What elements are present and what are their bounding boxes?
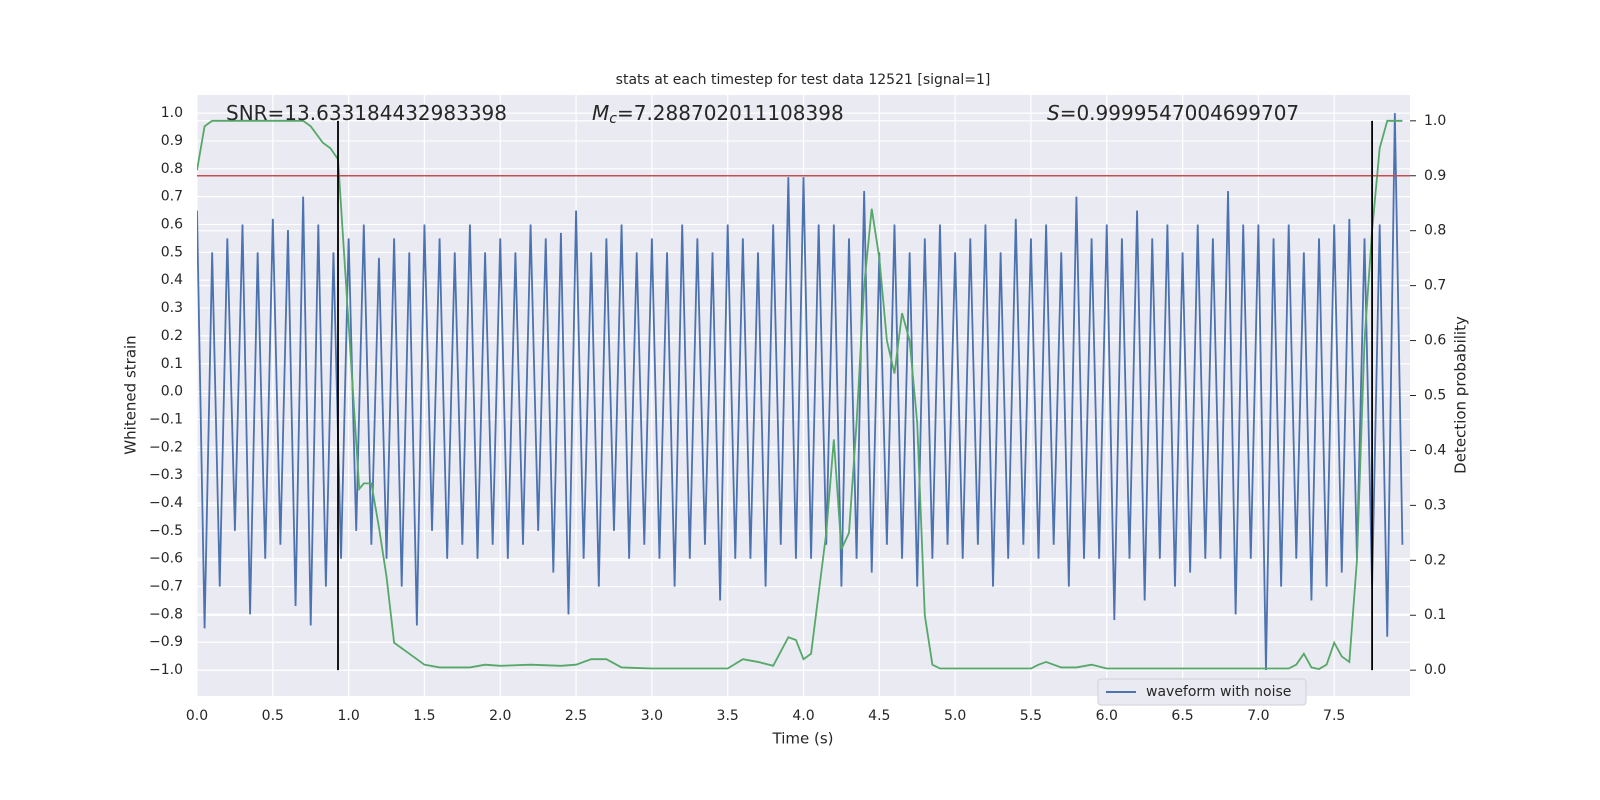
y2-tick-label: 1.0 <box>1424 113 1446 129</box>
annotation-text: =7.288702011108398 <box>617 101 844 125</box>
annotation-symbol: M <box>592 101 609 125</box>
y-tick-label: 0.7 <box>161 189 183 205</box>
x-tick-label: 4.0 <box>792 708 814 724</box>
annotation: SNR=13.633184432983398 <box>226 101 507 125</box>
y-tick-label: −0.2 <box>149 439 183 455</box>
annotation: Mc=7.288702011108398 <box>592 101 844 128</box>
y2-tick-label: 0.0 <box>1424 662 1446 678</box>
x-tick-label: 1.0 <box>337 708 359 724</box>
x-tick-label: 2.5 <box>565 708 587 724</box>
y-tick-label: −0.8 <box>149 606 183 622</box>
x-tick-label: 5.0 <box>944 708 966 724</box>
x-tick-label: 0.5 <box>262 708 284 724</box>
x-tick-label: 1.5 <box>413 708 435 724</box>
y2-tick-label: 0.7 <box>1424 278 1446 294</box>
annotation-text: SNR=13.633184432983398 <box>226 101 507 125</box>
annotation-subscript: c <box>609 111 617 127</box>
x-tick-label: 6.5 <box>1171 708 1193 724</box>
y-tick-label: 0.4 <box>161 272 183 288</box>
y2-tick-label: 0.4 <box>1424 442 1446 458</box>
x-tick-label: 0.0 <box>186 708 208 724</box>
y2-tick-label: 0.5 <box>1424 388 1446 404</box>
waveform-line <box>197 113 1404 671</box>
x-tick-label: 5.5 <box>1020 708 1042 724</box>
y2-tick-label: 0.9 <box>1424 168 1446 184</box>
y-tick-label: −0.6 <box>149 551 183 567</box>
annotation-symbol: S <box>1047 101 1060 125</box>
y2-tick-label: 0.1 <box>1424 607 1446 623</box>
y2-axis-label: Detection probability <box>1452 316 1470 474</box>
annotation-text: =0.9999547004699707 <box>1060 101 1299 125</box>
x-tick-label: 7.0 <box>1247 708 1269 724</box>
y2-tick-label: 0.3 <box>1424 497 1446 513</box>
plot-area <box>197 113 1410 671</box>
y-tick-label: −0.5 <box>149 523 183 539</box>
y-tick-label: −0.1 <box>149 411 183 427</box>
x-tick-label: 3.5 <box>717 708 739 724</box>
y-tick-label: 1.0 <box>161 105 183 121</box>
y-tick-label: 0.2 <box>161 328 183 344</box>
y-tick-label: 0.1 <box>161 356 183 372</box>
legend-label: waveform with noise <box>1146 684 1291 700</box>
y2-tick-label: 0.8 <box>1424 223 1446 239</box>
chart-title: stats at each timestep for test data 125… <box>616 72 991 88</box>
y2-tick-label: 0.2 <box>1424 552 1446 568</box>
y-tick-label: 0.9 <box>161 133 183 149</box>
y-tick-label: −1.0 <box>149 662 183 678</box>
x-tick-label: 4.5 <box>868 708 890 724</box>
y-tick-label: −0.7 <box>149 579 183 595</box>
x-tick-label: 6.0 <box>1096 708 1118 724</box>
y-axis-label: Whitened strain <box>122 335 140 454</box>
y-tick-label: 0.5 <box>161 244 183 260</box>
y-tick-label: 0.3 <box>161 300 183 316</box>
y-tick-label: −0.9 <box>149 634 183 650</box>
x-tick-label: 3.0 <box>641 708 663 724</box>
x-axis-label: Time (s) <box>772 730 834 748</box>
legend-box <box>1097 678 1307 706</box>
y-tick-label: 0.8 <box>161 161 183 177</box>
y-tick-label: 0.6 <box>161 217 183 233</box>
y-tick-label: 0.0 <box>161 384 183 400</box>
y-tick-label: −0.4 <box>149 495 183 511</box>
annotation: S=0.9999547004699707 <box>1047 101 1299 125</box>
y-tick-label: −0.3 <box>149 467 183 483</box>
x-tick-label: 7.5 <box>1323 708 1345 724</box>
x-tick-label: 2.0 <box>489 708 511 724</box>
probability-line <box>197 119 1403 671</box>
y2-tick-label: 0.6 <box>1424 333 1446 349</box>
